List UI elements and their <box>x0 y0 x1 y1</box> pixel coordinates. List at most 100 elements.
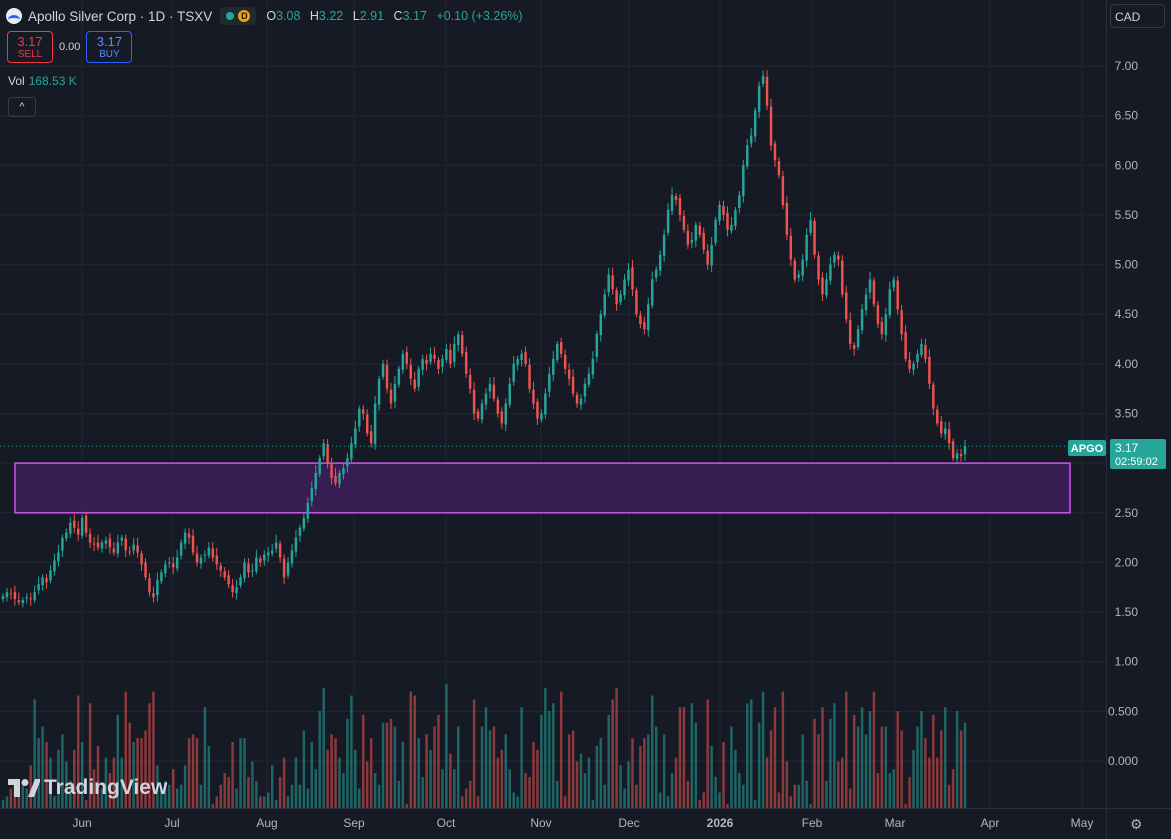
candle <box>397 368 401 385</box>
volume-bar <box>955 711 959 808</box>
currency-selector[interactable]: CAD <box>1110 4 1165 28</box>
volume-bar <box>943 707 947 808</box>
candle <box>749 135 753 144</box>
volume-bar <box>172 769 175 808</box>
settings-gear-icon[interactable]: ⚙ <box>1130 816 1143 832</box>
candle <box>900 310 903 335</box>
volume-bar <box>801 734 804 808</box>
volume-bar <box>148 703 151 808</box>
buy-button[interactable]: 3.17 BUY <box>86 31 133 63</box>
candle <box>777 161 781 176</box>
volume-bar <box>480 726 484 808</box>
volume-bar <box>195 738 199 808</box>
volume-bar <box>662 734 666 808</box>
volume-bar <box>912 749 915 808</box>
candle <box>441 358 444 367</box>
candle <box>789 235 793 260</box>
volume-bar <box>694 722 698 808</box>
candle <box>334 476 337 483</box>
volume-bar <box>896 711 899 808</box>
candle <box>255 557 258 572</box>
sell-button[interactable]: 3.17 SELL <box>7 31 53 63</box>
candle <box>199 557 203 564</box>
volume-bar <box>658 792 662 808</box>
volume-bar <box>156 765 159 808</box>
candle <box>912 363 915 370</box>
candle <box>183 532 187 544</box>
ohlc-low-value: 2.91 <box>359 9 385 23</box>
candle <box>943 428 947 435</box>
candle <box>409 364 412 379</box>
volume-bar <box>5 796 9 808</box>
candle <box>955 453 959 460</box>
volume-bar <box>888 773 892 808</box>
status-pills[interactable]: D <box>220 7 257 25</box>
volume-bar <box>793 784 796 808</box>
volume-bar <box>920 711 923 808</box>
volume-bar <box>17 792 21 808</box>
candle <box>330 464 333 479</box>
candle <box>940 421 943 434</box>
volume-bar <box>417 738 420 808</box>
candle <box>532 389 535 404</box>
volume-bar <box>789 796 793 808</box>
symbol-title[interactable]: Apollo Silver Corp · 1D · TSXV <box>28 8 213 24</box>
candle <box>417 368 420 387</box>
candle <box>864 294 868 311</box>
volume-bar <box>631 738 634 808</box>
candle <box>623 279 626 296</box>
candle <box>437 359 440 369</box>
candle <box>904 332 907 359</box>
volume-bar <box>124 691 127 808</box>
volume-bar <box>571 730 575 808</box>
volume-bar <box>199 784 203 808</box>
volume-bar <box>825 780 828 808</box>
candle <box>845 292 848 320</box>
candle <box>876 305 880 325</box>
volume-bar <box>710 745 713 808</box>
ohlc-high-key: H <box>309 9 319 23</box>
candle <box>868 279 872 293</box>
volume-bar <box>947 784 951 808</box>
candle <box>476 411 480 419</box>
volume-bar <box>639 745 642 808</box>
candle <box>805 234 808 261</box>
volume-bar <box>924 738 927 808</box>
volume-bar <box>61 734 64 808</box>
volume-bar <box>294 757 298 808</box>
volume-bar <box>809 804 812 808</box>
volume-bar <box>856 726 860 808</box>
volume-bar <box>179 784 183 808</box>
volume-bar <box>116 714 120 808</box>
candle <box>781 176 785 205</box>
candle <box>734 209 737 226</box>
candle <box>694 224 698 241</box>
candle <box>801 259 804 276</box>
candle <box>108 538 112 548</box>
candle <box>920 344 923 355</box>
volume-bar <box>69 780 72 808</box>
volume-bar <box>314 769 317 808</box>
candle <box>674 196 678 201</box>
candle <box>116 542 120 554</box>
candle <box>227 575 230 585</box>
candle <box>809 219 812 233</box>
volume-bar <box>904 804 907 808</box>
volume-bar <box>686 780 690 808</box>
delayed-data-badge: D <box>238 10 251 22</box>
candle <box>195 553 199 563</box>
candle <box>528 364 531 389</box>
volume-legend[interactable]: Vol 168.53 K <box>8 74 77 88</box>
time-tick-label: Mar <box>885 816 906 830</box>
collapse-legend-button[interactable]: ^ <box>8 97 36 117</box>
volume-bar <box>263 796 266 808</box>
candle <box>856 329 860 347</box>
volume-bar <box>460 796 464 808</box>
candle <box>682 215 686 230</box>
volume-bar <box>318 711 321 808</box>
volume-bar <box>508 769 511 808</box>
candle <box>9 593 13 595</box>
volume-bar <box>900 730 903 808</box>
candle <box>591 358 595 375</box>
